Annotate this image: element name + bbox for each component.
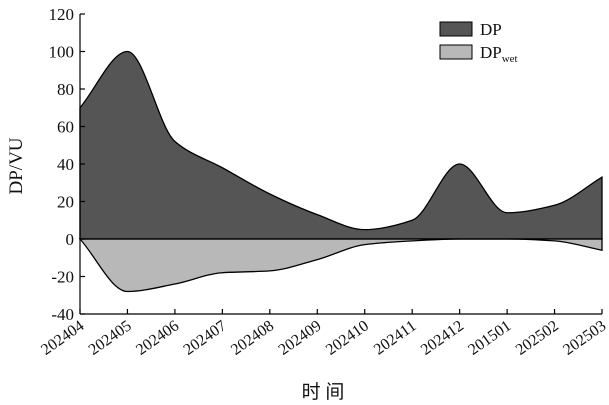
x-tick-label: 202405 [86, 317, 135, 358]
series-area-1 [78, 238, 603, 293]
x-tick-label: 202502 [513, 317, 562, 358]
x-tick-label: 202410 [323, 317, 372, 358]
x-tick-label: 202407 [181, 317, 230, 358]
x-tick-label: 202409 [275, 317, 324, 358]
x-tick-label: 202411 [371, 317, 420, 358]
y-tick-label: -40 [51, 305, 74, 324]
series-area-0 [79, 50, 603, 240]
area-series-group [78, 50, 603, 293]
x-tick-label: 202408 [228, 317, 277, 358]
y-tick-label: 40 [57, 155, 74, 174]
x-axis-label: 时 间 [302, 381, 345, 403]
legend-label-0: DP [480, 20, 502, 39]
y-tick-label: 100 [49, 43, 75, 62]
x-tick-label: 202406 [133, 317, 182, 358]
y-axis-label: DP/VU [6, 137, 27, 194]
legend-label-1: DPwet [480, 43, 518, 65]
y-tick-label: 120 [49, 5, 75, 24]
y-tick-label: 20 [57, 193, 74, 212]
legend: DP DPwet [439, 20, 518, 65]
y-tick-label: 0 [66, 230, 75, 249]
y-tick-label: 80 [57, 80, 74, 99]
y-tick-group: -40 -20 0 20 40 60 80 100 120 [49, 5, 85, 324]
x-tick-label: 201501 [465, 317, 514, 358]
legend-swatch-1 [439, 44, 473, 60]
x-tick-label: 202503 [560, 317, 609, 358]
y-tick-label: -20 [51, 268, 74, 287]
x-tick-group: 2024042024052024062024072024082024092024… [38, 309, 609, 359]
y-tick-label: 60 [57, 118, 74, 137]
legend-swatch-0 [439, 21, 473, 37]
x-tick-label: 202412 [418, 317, 467, 358]
